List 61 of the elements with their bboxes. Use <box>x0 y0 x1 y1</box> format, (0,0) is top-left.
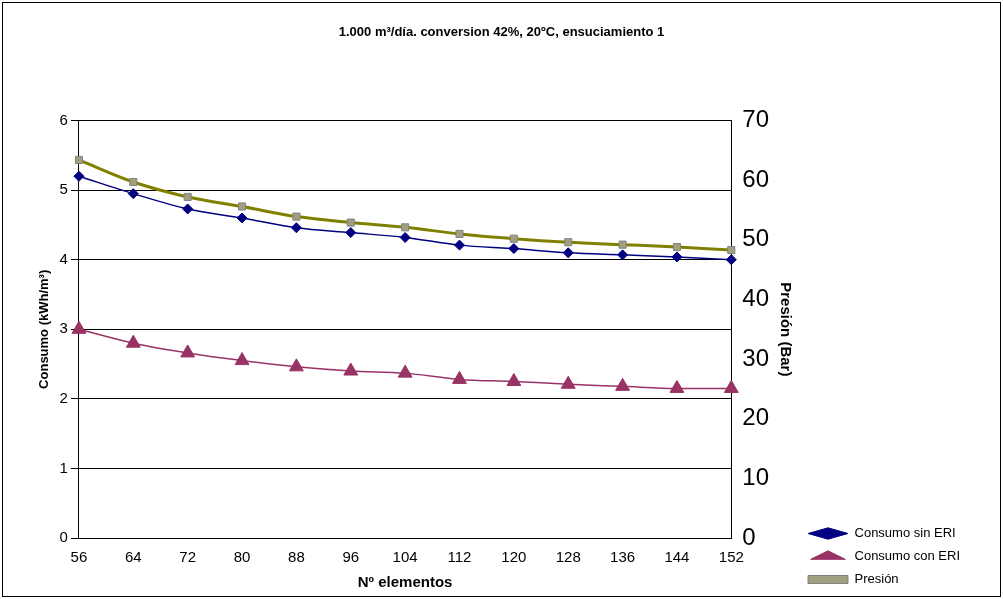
point <box>234 352 250 366</box>
point <box>73 170 85 182</box>
point <box>180 344 196 358</box>
point <box>506 372 522 386</box>
point <box>617 249 629 261</box>
point <box>71 320 87 334</box>
x-tick-label: 56 <box>70 548 88 566</box>
y2-tick-label: 70 <box>742 105 770 133</box>
point <box>669 379 685 393</box>
point <box>725 254 737 266</box>
point <box>562 247 574 259</box>
x-tick-label: 96 <box>342 548 360 566</box>
y-tick-label: 5 <box>59 180 68 198</box>
x-tick-label: 136 <box>610 548 636 566</box>
y-tick-label: 0 <box>59 528 68 546</box>
x-tick-label: 64 <box>124 548 142 566</box>
y2-tick-label: 60 <box>742 164 770 192</box>
chart-title: 1.000 m³/día. conversion 42%, 20ºC, ensuciamiento 1 <box>338 24 665 40</box>
point <box>397 364 413 378</box>
legend-label: Consumo con ERI <box>854 548 961 564</box>
point <box>560 375 576 389</box>
point <box>288 358 304 372</box>
y2-tick-label: 50 <box>742 224 770 252</box>
y-tick-label: 4 <box>59 249 68 267</box>
y2-tick-label: 10 <box>742 463 770 490</box>
x-tick-label: 104 <box>392 548 418 566</box>
point <box>671 251 683 263</box>
x-axis-title: Nº elementos <box>357 573 453 591</box>
point <box>127 188 139 200</box>
legend-label: Presión <box>854 571 899 587</box>
y2-tick-label: 20 <box>742 403 770 431</box>
point <box>399 231 411 243</box>
point <box>343 362 359 376</box>
x-tick-label: 72 <box>179 548 197 566</box>
y2-tick-label: 0 <box>742 522 756 550</box>
y-axis-title: Consumo (kWh/m³) <box>36 269 52 389</box>
x-tick-label: 152 <box>718 548 744 566</box>
x-tick-label: 120 <box>501 548 527 566</box>
point <box>452 370 467 384</box>
point <box>236 212 248 224</box>
point <box>508 243 520 255</box>
legend-label: Consumo sin ERI <box>854 525 956 541</box>
y-tick-label: 1 <box>59 458 68 476</box>
y2-tick-label: 30 <box>742 343 770 371</box>
x-tick-label: 80 <box>233 548 251 566</box>
point <box>290 222 302 234</box>
point <box>345 227 357 239</box>
point <box>125 334 141 348</box>
x-tick-label: 144 <box>664 548 690 566</box>
y-tick-label: 2 <box>59 389 68 407</box>
y2-axis-title: Presión (Bar) <box>777 282 795 377</box>
point <box>723 379 739 393</box>
y-tick-label: 3 <box>59 319 68 337</box>
x-tick-label: 112 <box>447 548 472 566</box>
point <box>615 377 631 391</box>
point <box>182 203 194 215</box>
point <box>453 239 465 251</box>
y2-tick-label: 40 <box>742 284 770 312</box>
x-tick-label: 128 <box>555 548 581 566</box>
y-tick-label: 6 <box>59 110 68 128</box>
x-tick-label: 88 <box>288 548 305 566</box>
